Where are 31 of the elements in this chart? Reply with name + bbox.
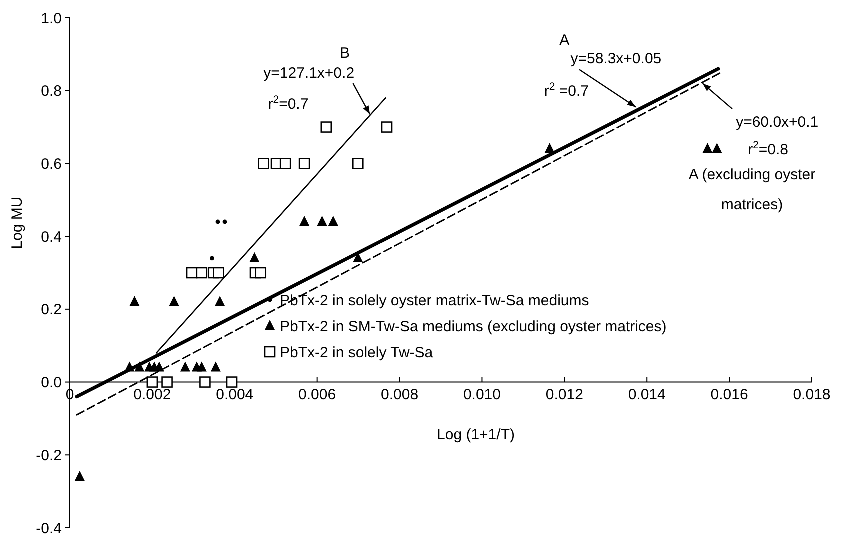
x-axis-title: Log (1+1/T) [437,426,515,444]
legend-label: PbTx-2 in solely Tw-Sa [280,344,434,362]
annotation: y=58.3x+0.05 [570,50,662,68]
annotation: B [340,44,350,62]
y-tick-label: 0.4 [41,228,62,246]
annotation: r$^{2}$ =0.7 [544,81,590,100]
x-tick-label: 0.012 [546,386,584,404]
x-tick-label: 0.004 [216,386,254,404]
annotation: r$^{2}$=0.8 [748,139,789,158]
legend-label: PbTx-2 in solely oyster matrix-Tw-Sa mediums [280,292,590,310]
y-tick-label: -0.4 [36,520,62,537]
x-tick-label: 0.006 [298,386,336,404]
annotation: r$^{2}$=0.7 [268,94,309,113]
y-tick-label: 0.2 [41,302,62,319]
y-tick-label: 0.0 [41,374,62,392]
x-tick-label: 0.014 [628,386,666,404]
x-tick-label: 0.008 [381,386,419,404]
annotation: A (excluding oyster matrices) [688,166,816,214]
x-tick-label: 0.002 [134,386,172,404]
annotation: y=127.1x+0.2 [264,64,355,82]
annotation: y=60.0x+0.1 [736,114,819,132]
y-axis-title: Log MU [9,196,26,250]
y-tick-label: -0.2 [36,447,62,464]
x-tick-label: 0.018 [793,386,831,404]
annotation: A [560,32,570,50]
y-tick-label: 0.6 [41,156,62,173]
y-tick-label: 0.8 [41,83,62,100]
y-tick-label: 1.0 [41,10,62,28]
x-tick-label: 0.016 [710,386,748,404]
x-tick-label: 0.010 [463,386,501,404]
legend-label: PbTx-2 in SM-Tw-Sa mediums (excluding oyster matrices) [280,318,667,336]
